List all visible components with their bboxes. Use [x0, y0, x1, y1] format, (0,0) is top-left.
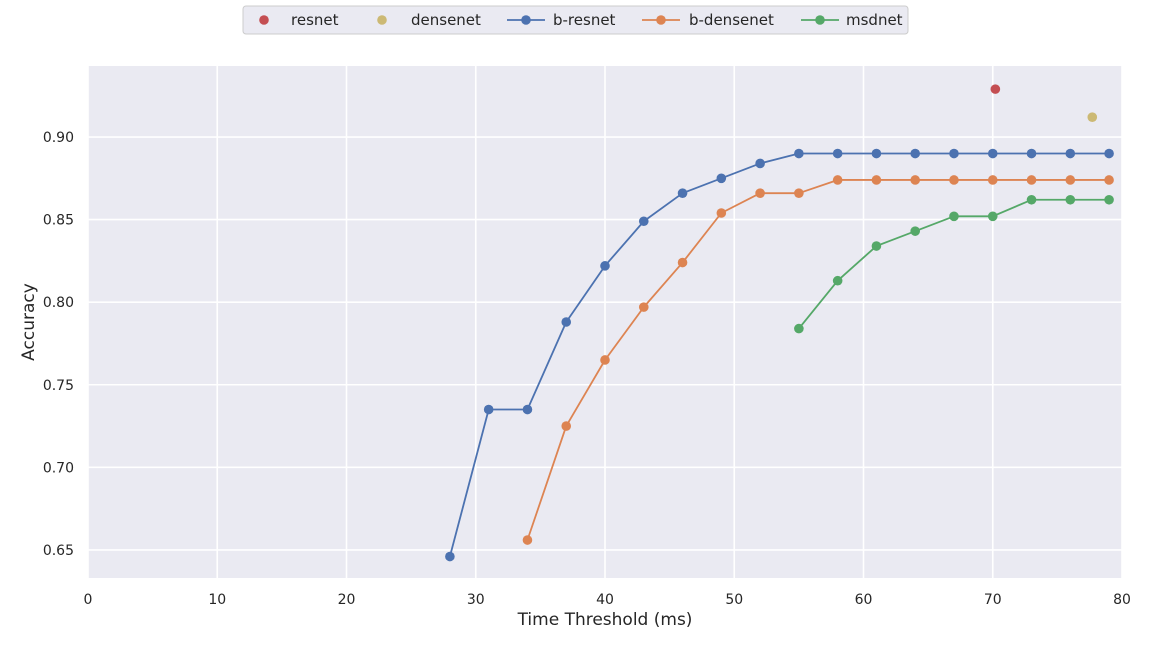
- data-point: [522, 535, 533, 545]
- data-point: [794, 148, 804, 159]
- y-tick-label: 0.70: [43, 460, 74, 476]
- y-tick-label: 0.65: [43, 543, 74, 559]
- data-point: [1026, 194, 1037, 205]
- legend-item-resnet: resnet: [259, 11, 339, 29]
- data-point: [990, 84, 1001, 94]
- data-point: [910, 148, 920, 159]
- data-point: [1104, 194, 1114, 205]
- data-point: [1026, 148, 1037, 159]
- x-tick-label: 20: [338, 592, 356, 608]
- data-point: [483, 404, 494, 415]
- x-tick-label: 60: [855, 592, 873, 608]
- x-tick-label: 80: [1113, 592, 1131, 608]
- legend-label: b-densenet: [689, 11, 774, 29]
- data-point: [871, 148, 882, 159]
- data-point: [794, 323, 804, 334]
- legend-marker: [656, 15, 666, 25]
- x-tick-label: 40: [596, 592, 614, 608]
- data-point: [677, 257, 688, 268]
- data-point: [1065, 194, 1076, 205]
- data-point: [910, 226, 920, 236]
- legend-frame: [242, 5, 909, 35]
- data-point: [987, 148, 998, 159]
- data-point: [561, 317, 572, 327]
- legend-item-msdnet: msdnet: [801, 11, 903, 29]
- legend-label: densenet: [411, 11, 481, 29]
- y-axis-title: Accuracy: [19, 283, 39, 361]
- data-point: [522, 404, 533, 415]
- y-tick-label: 0.90: [43, 130, 74, 146]
- data-point: [445, 551, 455, 562]
- legend-marker: [815, 15, 825, 25]
- data-point: [987, 175, 998, 185]
- data-point: [1104, 175, 1114, 185]
- data-point: [871, 241, 882, 251]
- data-point: [561, 421, 572, 431]
- legend-label: resnet: [291, 11, 339, 29]
- data-point: [677, 188, 688, 198]
- data-point: [638, 216, 649, 227]
- x-axis-title: Time Threshold (ms): [517, 610, 693, 630]
- data-point: [1026, 175, 1037, 185]
- data-point: [755, 188, 765, 198]
- x-tick-label: 50: [725, 592, 743, 608]
- legend-marker: [259, 15, 269, 25]
- data-point: [949, 175, 959, 185]
- data-point: [871, 175, 882, 185]
- data-point: [600, 261, 610, 271]
- x-tick-label: 30: [467, 592, 485, 608]
- legend: resnet densenet b-resnet b-densenet msdnet: [242, 5, 909, 35]
- legend-item-b-densenet: b-densenet: [642, 11, 774, 29]
- data-point: [949, 148, 959, 159]
- legend-marker: [521, 15, 531, 25]
- data-point: [1087, 112, 1098, 122]
- legend-label: b-resnet: [553, 11, 616, 29]
- data-point: [832, 275, 843, 286]
- y-axis-ticks: 0.65 0.70 0.75 0.80 0.85 0.90: [43, 130, 74, 559]
- legend-item-densenet: densenet: [377, 11, 481, 29]
- data-point: [987, 211, 998, 222]
- data-point: [794, 188, 804, 198]
- series-b-densenet: [522, 175, 1114, 545]
- legend-item-b-resnet: b-resnet: [507, 11, 616, 29]
- data-point: [716, 208, 727, 218]
- data-point: [600, 355, 610, 365]
- legend-marker: [377, 15, 387, 25]
- x-axis-ticks: 0 10 20 30 40 50 60 70 80: [84, 592, 1131, 608]
- data-point: [832, 148, 843, 159]
- data-point: [716, 173, 727, 184]
- y-tick-label: 0.80: [43, 295, 74, 311]
- series-line: [449, 152, 1110, 557]
- data-point: [755, 158, 765, 169]
- data-point: [1065, 148, 1076, 159]
- series-densenet: [1087, 112, 1098, 122]
- series-resnet: [990, 84, 1001, 94]
- x-tick-label: 70: [984, 592, 1002, 608]
- x-tick-label: 0: [84, 592, 93, 608]
- series-b-resnet: [445, 148, 1114, 562]
- series-line: [526, 179, 1110, 541]
- series-layer: [445, 84, 1114, 562]
- data-point: [1065, 175, 1076, 185]
- legend-label: msdnet: [846, 11, 903, 29]
- data-point: [832, 175, 843, 185]
- data-point: [638, 302, 649, 312]
- series-msdnet: [794, 194, 1114, 334]
- data-point: [1104, 148, 1114, 159]
- y-tick-label: 0.85: [43, 213, 74, 229]
- x-tick-label: 10: [208, 592, 226, 608]
- data-point: [910, 175, 920, 185]
- y-tick-label: 0.75: [43, 378, 74, 394]
- data-point: [949, 211, 959, 222]
